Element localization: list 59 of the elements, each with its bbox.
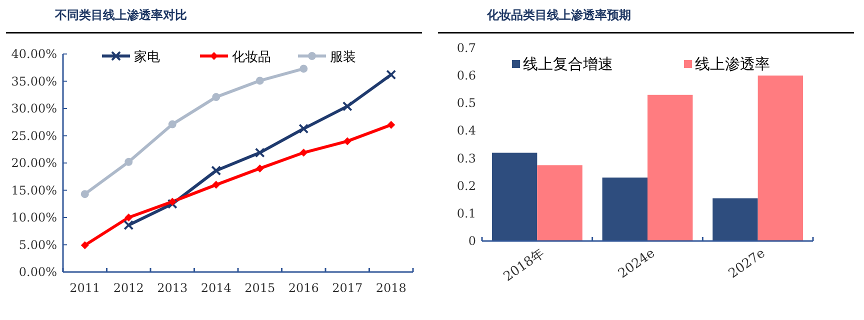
bar [492,152,538,241]
y-tick-label: 0.6 [456,68,476,83]
point [386,70,396,80]
legend-label: 家电 [134,49,160,65]
bar [712,198,758,241]
point [168,120,176,128]
y-tick-label: 25.00% [11,128,57,143]
y-tick-label: 35.00% [11,74,57,88]
legend-label: 线上渗透率 [695,55,770,73]
bar [602,178,648,241]
point [211,166,222,176]
legend-label: 线上复合增速 [523,55,613,73]
point [298,124,309,134]
point [256,164,264,172]
bar [537,165,582,241]
point [167,198,178,209]
point [212,93,220,102]
y-tick-label: 20.00% [11,156,57,170]
x-tick-label: 2017 [332,281,363,295]
y-tick-label: 15.00% [11,183,57,198]
point [343,137,352,146]
y-tick-label: 30.00% [11,102,57,116]
y-tick-label: 0.3 [456,151,476,166]
point [212,180,220,189]
chart-title: 不同类目线上渗透率对比 [54,8,187,22]
point [124,214,133,222]
y-tick-label: 40.00% [11,47,57,61]
legend-label: 化妆品 [232,50,271,65]
y-tick-label: 0.4 [456,124,476,138]
y-tick-label: 0.5 [456,96,476,110]
point [300,148,308,157]
point [124,158,133,166]
bar [648,94,693,241]
y-tick-label: 5.00% [18,238,57,252]
point [168,198,176,206]
x-tick-label: 2012 [113,281,144,295]
point [256,76,264,85]
y-tick-label: 10.00% [11,210,57,224]
x-tick-label: 2016 [288,281,319,295]
point [80,241,89,250]
x-tick-label: 2015 [244,281,276,295]
legend-label: 服装 [330,50,356,65]
y-tick-label: 0.2 [456,178,476,193]
x-tick-label: 2018 [376,281,406,295]
bar [758,76,804,241]
point [342,101,352,112]
y-tick-label: 0.1 [456,206,476,220]
y-tick-label: 0 [468,234,476,248]
point [124,220,134,230]
y-tick-label: 0.00% [18,265,57,279]
chart-title: 化妆品类目线上渗透率预期 [486,8,631,22]
x-tick-label: 2011 [70,281,100,295]
x-tick-label: 2014 [200,281,232,295]
point [300,64,308,73]
point [387,120,396,129]
x-tick-label: 2013 [157,281,188,295]
point [254,148,265,158]
y-tick-label: 0.7 [456,41,476,55]
point [80,190,89,198]
